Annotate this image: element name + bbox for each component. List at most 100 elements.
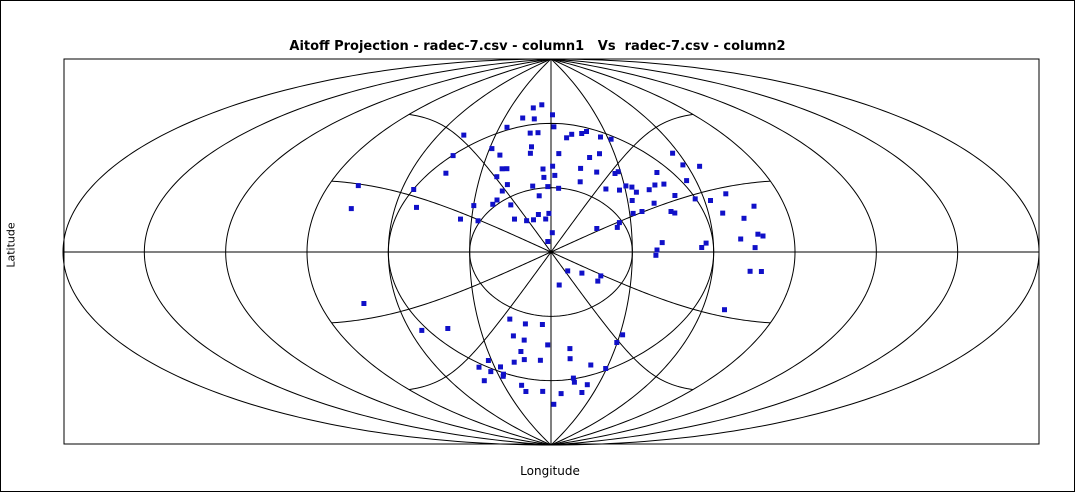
data-point xyxy=(543,216,549,222)
data-point xyxy=(653,252,659,258)
data-point xyxy=(552,172,558,178)
data-point xyxy=(659,240,665,246)
data-point xyxy=(481,378,487,384)
data-point xyxy=(614,224,620,230)
data-point xyxy=(578,165,584,171)
data-point xyxy=(494,197,500,203)
data-point xyxy=(570,375,576,381)
data-point xyxy=(524,218,530,224)
data-point xyxy=(661,181,667,187)
data-point xyxy=(668,209,674,214)
data-point xyxy=(458,216,463,222)
data-point xyxy=(546,210,552,216)
data-point xyxy=(703,240,709,246)
data-point xyxy=(540,388,546,394)
data-point xyxy=(684,178,690,184)
data-point xyxy=(527,130,533,136)
data-point xyxy=(760,233,766,239)
data-point xyxy=(708,198,713,203)
data-point xyxy=(520,115,526,121)
data-point xyxy=(545,342,551,348)
data-point xyxy=(603,366,609,371)
data-point xyxy=(355,183,361,189)
data-point xyxy=(541,174,547,180)
data-point xyxy=(564,135,570,141)
distance-circle xyxy=(387,122,715,382)
data-point xyxy=(450,153,456,159)
data-points xyxy=(348,102,766,407)
data-point xyxy=(419,327,425,333)
data-point xyxy=(629,184,635,190)
data-point xyxy=(521,357,527,363)
data-point xyxy=(508,202,514,208)
data-point xyxy=(672,193,678,198)
data-point xyxy=(672,210,678,216)
data-point xyxy=(497,152,503,158)
data-point xyxy=(499,166,505,172)
x-axis-label: Longitude xyxy=(520,464,580,478)
data-point xyxy=(567,356,573,362)
data-point xyxy=(597,151,602,157)
data-point xyxy=(654,170,660,175)
data-point xyxy=(584,382,590,388)
data-point xyxy=(752,245,758,251)
data-point xyxy=(511,359,517,365)
data-point xyxy=(741,215,747,221)
data-point xyxy=(475,218,481,224)
data-point xyxy=(654,247,660,253)
chart-title: Aitoff Projection - radec-7.csv - column… xyxy=(289,39,786,54)
data-point xyxy=(651,200,657,206)
data-point xyxy=(471,203,477,209)
data-point xyxy=(545,239,551,244)
data-point xyxy=(504,182,510,188)
data-point xyxy=(623,183,629,189)
data-point xyxy=(587,155,593,160)
data-point xyxy=(722,307,727,313)
data-point xyxy=(747,268,753,274)
data-point xyxy=(518,349,524,354)
data-point xyxy=(490,201,496,207)
data-point xyxy=(738,236,744,242)
data-point xyxy=(723,191,729,197)
data-point xyxy=(539,102,545,108)
data-point xyxy=(594,226,600,231)
data-point xyxy=(598,134,603,140)
data-point xyxy=(556,282,562,288)
data-point xyxy=(646,187,652,193)
data-point xyxy=(595,278,601,284)
data-point xyxy=(629,198,635,203)
data-point xyxy=(620,332,626,338)
data-point xyxy=(556,151,562,157)
data-point xyxy=(699,245,705,250)
data-point xyxy=(507,316,513,322)
data-point xyxy=(758,269,764,274)
data-point xyxy=(539,322,545,327)
data-point xyxy=(499,188,505,194)
data-point xyxy=(697,163,703,169)
data-point xyxy=(565,268,571,274)
data-point xyxy=(536,193,542,199)
data-point xyxy=(755,231,761,237)
data-point xyxy=(500,373,506,379)
data-point xyxy=(443,170,449,176)
data-point xyxy=(551,401,557,407)
data-point xyxy=(494,174,500,180)
data-point xyxy=(616,220,622,226)
data-point xyxy=(504,124,510,130)
data-point xyxy=(529,144,534,150)
data-point xyxy=(476,364,482,370)
data-point xyxy=(510,333,516,339)
data-point xyxy=(531,217,536,223)
data-point xyxy=(530,183,536,189)
data-point xyxy=(630,210,636,216)
data-point xyxy=(579,390,585,395)
data-point xyxy=(521,337,527,343)
data-point xyxy=(615,169,621,175)
data-point xyxy=(531,116,537,122)
projection-grid xyxy=(62,58,1040,446)
data-point xyxy=(652,182,658,188)
data-point xyxy=(527,150,533,156)
data-point xyxy=(489,146,495,152)
data-point xyxy=(414,204,419,210)
